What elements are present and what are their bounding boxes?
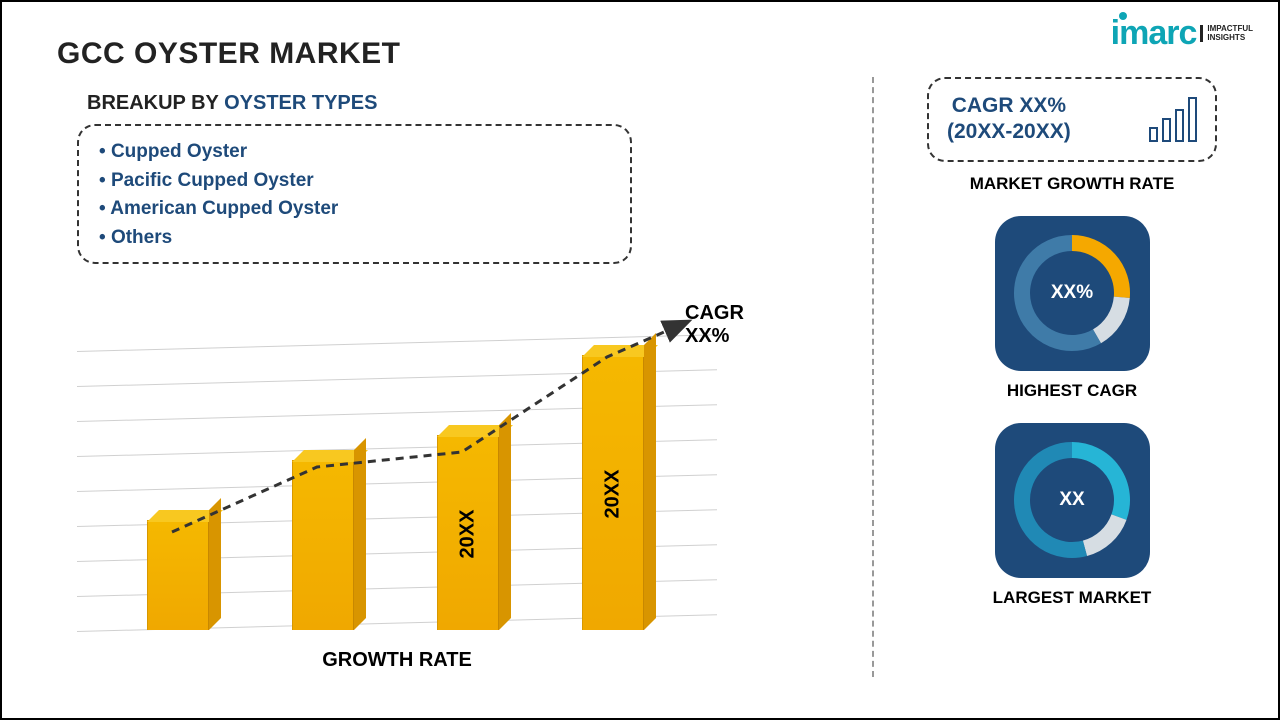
oyster-type-item: Pacific Cupped Oyster xyxy=(99,167,610,196)
growth-bars-icon xyxy=(1149,97,1197,142)
cagr-summary-box: CAGR XX%(20XX-20XX) xyxy=(927,77,1217,162)
oyster-type-item: Others xyxy=(99,224,610,253)
highest-cagr-label: HIGHEST CAGR xyxy=(902,381,1242,401)
oyster-types-list: Cupped OysterPacific Cupped OysterAmeric… xyxy=(99,138,610,252)
cagr-summary-text: CAGR XX%(20XX-20XX) xyxy=(947,93,1071,146)
oyster-types-box: Cupped OysterPacific Cupped OysterAmeric… xyxy=(77,124,632,264)
cagr-annotation: CAGR XX% xyxy=(685,302,744,348)
page-title: GCC OYSTER MARKET xyxy=(57,37,401,71)
largest-market-value: XX xyxy=(1059,489,1084,511)
largest-market-label: LARGEST MARKET xyxy=(902,588,1242,608)
logo-tagline: IMPACTFULINSIGHTS xyxy=(1200,25,1253,43)
vertical-divider xyxy=(872,77,874,677)
largest-market-donut: XX xyxy=(995,423,1150,578)
right-panel: CAGR XX%(20XX-20XX) MARKET GROWTH RATE X… xyxy=(902,77,1242,608)
growth-bar-chart: 20XX20XX CAGR XX% GROWTH RATE xyxy=(77,302,717,672)
oyster-type-item: Cupped Oyster xyxy=(99,138,610,167)
breakup-subtitle: BREAKUP BY OYSTER TYPES xyxy=(87,92,377,115)
market-growth-rate-label: MARKET GROWTH RATE xyxy=(902,174,1242,194)
highest-cagr-value: XX% xyxy=(1051,282,1093,304)
chart-x-label: GROWTH RATE xyxy=(322,649,472,672)
trend-line xyxy=(77,302,717,672)
logo-dot-icon xyxy=(1119,12,1127,20)
brand-logo: imarc IMPACTFULINSIGHTS xyxy=(1111,14,1253,53)
highest-cagr-donut: XX% xyxy=(995,216,1150,371)
oyster-type-item: American Cupped Oyster xyxy=(99,195,610,224)
